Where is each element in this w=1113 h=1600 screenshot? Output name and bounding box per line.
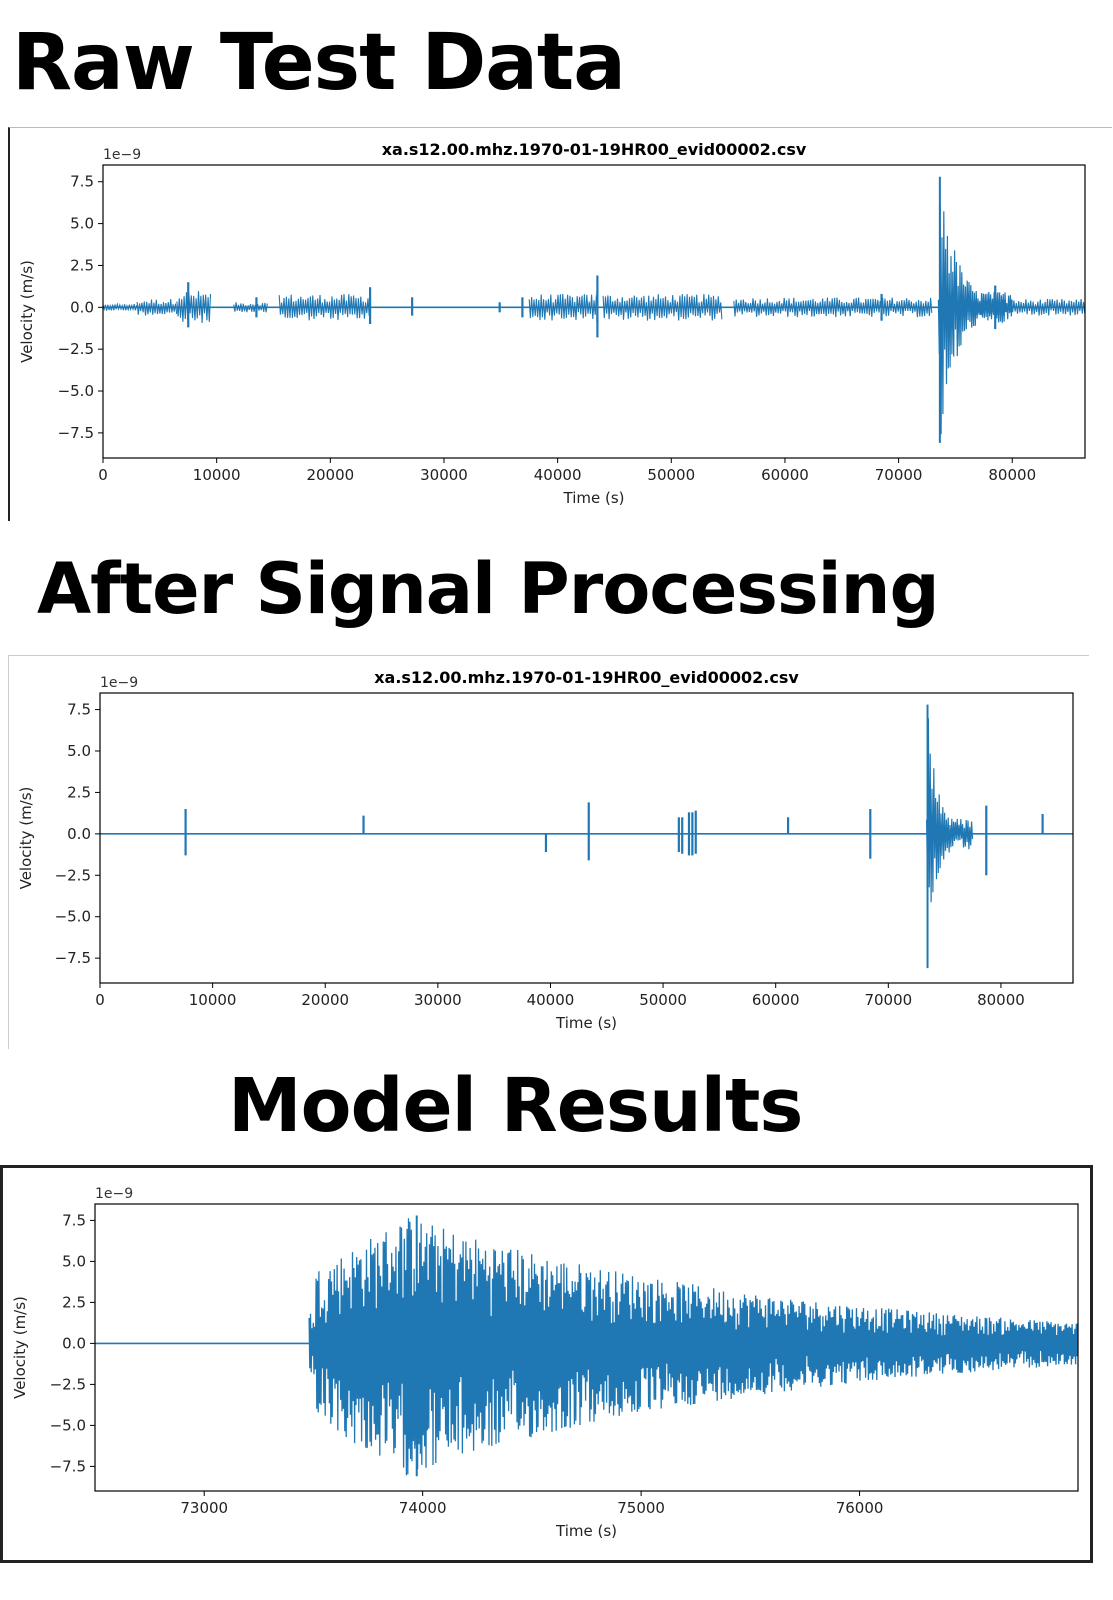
x-tick-label: 50000 <box>639 991 687 1009</box>
y-tick-label: 7.5 <box>70 173 94 191</box>
x-tick-label: 74000 <box>399 1499 447 1517</box>
chart-model: 1e−9 73000 74000 75000 76000 7.5 5.0 2.5 0.0 −2.5… <box>11 1186 1079 1540</box>
y-tick-label: 5.0 <box>62 1252 86 1270</box>
y-tick-label: 0.0 <box>67 825 91 843</box>
chart-title: xa.s12.00.mhz.1970-01-19HR00_evid00002.c… <box>374 668 799 687</box>
y-axis-label: Velocity (m/s) <box>18 260 36 363</box>
y-tick-label: −2.5 <box>55 866 91 884</box>
x-axis-label: Time (s) <box>555 1014 617 1032</box>
x-tick-label: 30000 <box>414 991 462 1009</box>
event-waveform <box>926 718 974 903</box>
y-tick-label: −5.0 <box>58 382 94 400</box>
x-tick-label: 80000 <box>988 466 1036 484</box>
x-tick-label: 10000 <box>193 466 241 484</box>
chart-model-panel: 1e−9 73000 74000 75000 76000 7.5 5.0 2.5 0.0 −2.5… <box>0 1165 1093 1563</box>
x-axis-label: Time (s) <box>563 489 625 507</box>
heading-model-results: Model Results <box>228 1063 803 1149</box>
x-tick-label: 10000 <box>189 991 237 1009</box>
chart-processed: xa.s12.00.mhz.1970-01-19HR00_evid00002.c… <box>17 668 1074 1032</box>
y-tick-label: −5.0 <box>50 1416 86 1434</box>
x-tick-label: 70000 <box>875 466 923 484</box>
noise-trace <box>233 302 268 313</box>
noise-trace <box>136 299 178 316</box>
plot-frame <box>102 164 1086 459</box>
y-tick-label: 7.5 <box>62 1211 86 1229</box>
y-tick-label: −2.5 <box>58 340 94 358</box>
y-tick-label: −7.5 <box>58 424 94 442</box>
y-tick-label: −5.0 <box>55 908 91 926</box>
offset-label: 1e−9 <box>103 147 141 163</box>
y-axis-label: Velocity (m/s) <box>17 787 35 890</box>
x-tick-label: 80000 <box>977 991 1025 1009</box>
heading-raw-test-data: Raw Test Data <box>12 18 626 108</box>
offset-label: 1e−9 <box>95 1186 133 1202</box>
event-waveform <box>937 205 1013 435</box>
x-tick-label: 70000 <box>864 991 912 1009</box>
y-tick-label: 2.5 <box>70 256 94 274</box>
plot-frame <box>99 692 1074 984</box>
y-tick-label: 7.5 <box>67 701 91 719</box>
x-tick-label: 20000 <box>301 991 349 1009</box>
chart-title: xa.s12.00.mhz.1970-01-19HR00_evid00002.c… <box>382 140 807 159</box>
x-tick-label: 75000 <box>617 1499 665 1517</box>
x-tick-label: 40000 <box>534 466 582 484</box>
noise-trace <box>278 294 370 321</box>
x-tick-label: 60000 <box>752 991 800 1009</box>
series-group <box>95 1215 1078 1477</box>
noise-trace <box>528 293 597 321</box>
y-tick-label: −7.5 <box>50 1457 86 1475</box>
x-tick-label: 40000 <box>527 991 575 1009</box>
y-tick-label: 2.5 <box>67 783 91 801</box>
y-axis-label: Velocity (m/s) <box>11 1296 29 1399</box>
x-tick-label: 50000 <box>647 466 695 484</box>
y-tick-label: 5.0 <box>67 742 91 760</box>
chart-raw: xa.s12.00.mhz.1970-01-19HR00_evid00002.c… <box>18 140 1086 507</box>
x-tick-label: 30000 <box>420 466 468 484</box>
x-tick-label: 60000 <box>761 466 809 484</box>
x-tick-label: 0 <box>95 991 105 1009</box>
event-waveform <box>308 1218 1078 1476</box>
noise-trace <box>960 298 1085 316</box>
series-group <box>100 704 1073 969</box>
y-tick-label: −7.5 <box>55 949 91 967</box>
y-tick-label: 0.0 <box>62 1334 86 1352</box>
y-tick-label: 5.0 <box>70 215 94 233</box>
plot-frame <box>94 1203 1079 1492</box>
noise-trace <box>176 291 212 324</box>
x-axis-label: Time (s) <box>555 1522 617 1540</box>
y-tick-label: 2.5 <box>62 1293 86 1311</box>
x-tick-label: 73000 <box>180 1499 228 1517</box>
series-group <box>103 176 1085 443</box>
noise-trace <box>602 293 723 321</box>
noise-trace <box>733 297 933 318</box>
y-tick-label: −2.5 <box>50 1375 86 1393</box>
x-tick-label: 0 <box>98 466 108 484</box>
noise-trace <box>103 302 138 312</box>
chart-raw-panel: xa.s12.00.mhz.1970-01-19HR00_evid00002.c… <box>8 127 1112 521</box>
offset-label: 1e−9 <box>100 675 138 691</box>
x-tick-label: 76000 <box>836 1499 884 1517</box>
x-tick-label: 20000 <box>306 466 354 484</box>
heading-after-signal-processing: After Signal Processing <box>37 548 940 630</box>
chart-processed-panel: xa.s12.00.mhz.1970-01-19HR00_evid00002.c… <box>8 655 1089 1049</box>
y-tick-label: 0.0 <box>70 298 94 316</box>
